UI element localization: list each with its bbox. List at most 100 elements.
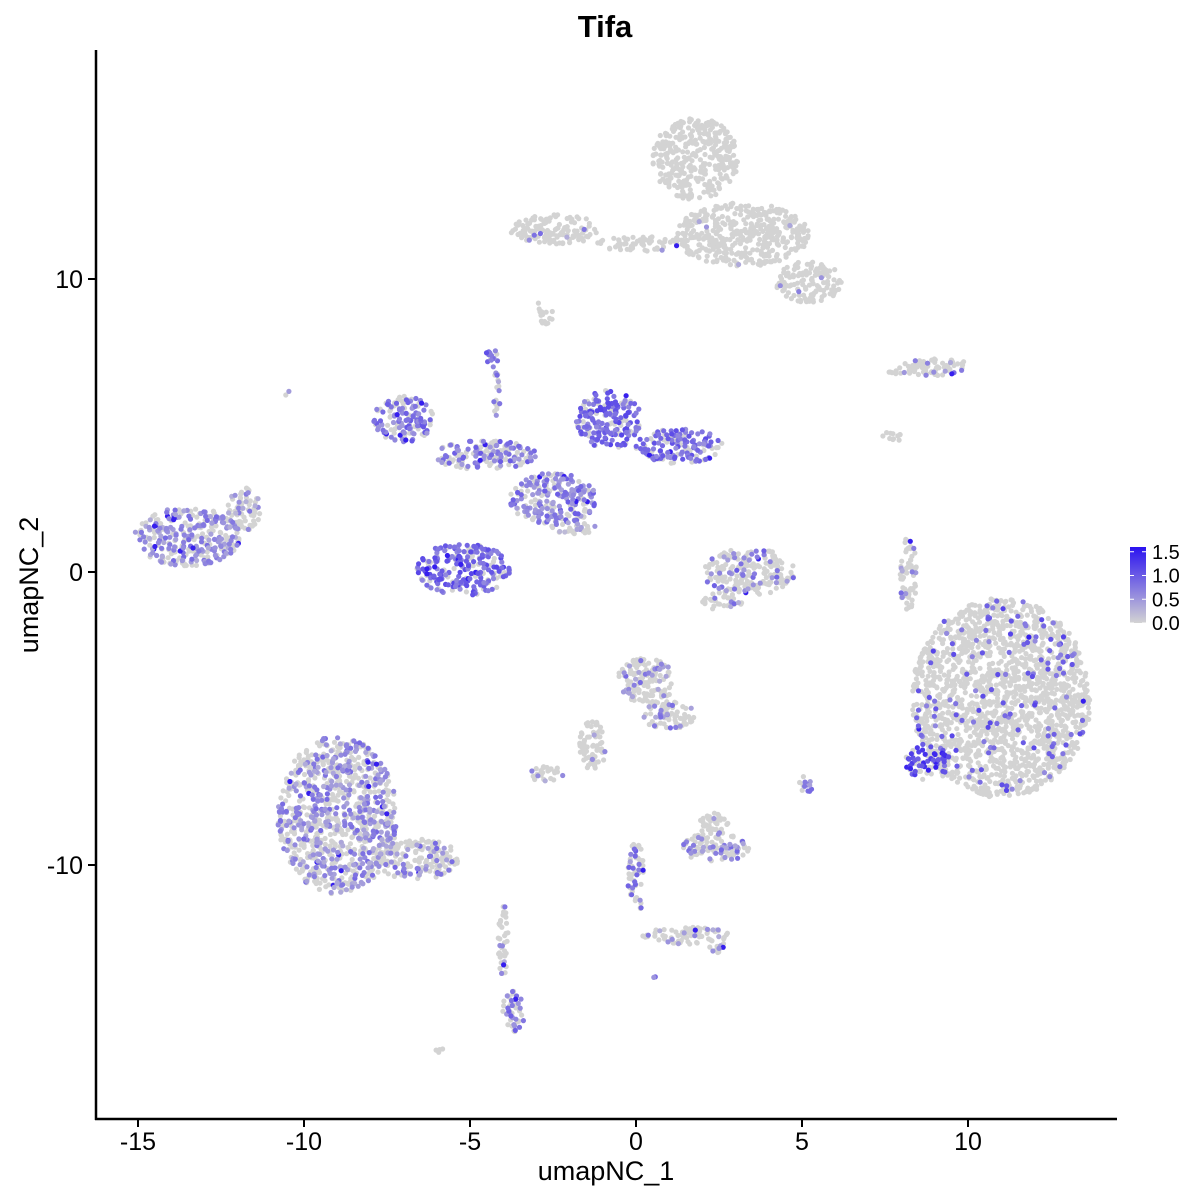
cell-point	[698, 817, 704, 824]
cell-point	[984, 791, 991, 798]
cell-point	[666, 140, 672, 146]
cell-point	[992, 757, 999, 764]
cell-point	[650, 160, 656, 166]
cell-point	[697, 242, 703, 248]
cell-point	[890, 436, 897, 442]
cell-point	[988, 596, 994, 602]
cell-point	[661, 721, 667, 727]
cell-point	[636, 687, 642, 693]
cell-point	[776, 232, 782, 238]
cell-point	[725, 215, 731, 221]
cell-point	[1025, 746, 1031, 752]
cell-point	[1053, 681, 1059, 687]
cell-point	[978, 730, 984, 736]
cell-point	[980, 679, 986, 685]
cell-point-expressed	[1048, 636, 1054, 642]
cell-point	[1028, 741, 1034, 747]
cell-point	[152, 512, 158, 518]
cell-point	[284, 831, 290, 837]
cell-point	[349, 834, 355, 841]
cell-point	[948, 720, 954, 726]
cell-point	[301, 804, 307, 811]
cell-point	[331, 795, 337, 801]
cell-point	[948, 634, 954, 640]
cell-point-expressed	[1045, 666, 1051, 672]
cell-point	[1072, 713, 1078, 719]
cell-point	[755, 562, 761, 569]
cell-point	[385, 422, 391, 428]
cell-point-expressed	[926, 694, 932, 701]
cell-point	[782, 244, 788, 251]
cell-point	[706, 248, 712, 254]
cell-point	[677, 715, 684, 722]
cell-point-expressed	[1063, 694, 1070, 700]
cell-point	[650, 152, 657, 158]
cell-point	[964, 742, 970, 748]
cell-point	[775, 216, 782, 222]
cell-point	[783, 209, 789, 215]
cell-point	[1012, 701, 1018, 707]
cell-point	[386, 798, 392, 805]
cell-point	[413, 848, 419, 854]
cell-point	[463, 589, 469, 595]
cell-point	[727, 178, 733, 184]
cell-point	[327, 831, 333, 838]
cell-point	[728, 224, 734, 230]
cell-point	[980, 791, 986, 797]
cell-point	[656, 937, 662, 943]
cell-point	[375, 869, 381, 875]
cell-point	[993, 771, 1000, 777]
cell-point-expressed	[969, 767, 975, 773]
cell-point	[503, 456, 509, 463]
cell-point	[725, 135, 732, 141]
cell-point	[758, 217, 764, 223]
cell-point	[1060, 711, 1066, 717]
cell-point	[953, 616, 959, 622]
cell-point	[1019, 655, 1025, 661]
cell-point	[1036, 679, 1042, 685]
cell-point	[503, 910, 509, 916]
cell-point	[689, 152, 695, 158]
cell-point	[665, 177, 671, 183]
cell-point	[1018, 692, 1024, 698]
cell-point-expressed	[1045, 725, 1051, 732]
cell-point	[755, 261, 761, 267]
cell-point	[795, 273, 801, 279]
cell-point	[925, 673, 931, 679]
cell-point	[746, 203, 752, 209]
cell-point	[951, 756, 958, 762]
cell-point	[963, 617, 969, 623]
cell-point-expressed	[1007, 631, 1014, 637]
cell-point	[640, 933, 646, 939]
cell-point	[630, 234, 636, 240]
cell-point	[706, 161, 713, 167]
cell-point	[954, 770, 960, 776]
cell-point	[716, 181, 722, 187]
cell-point	[991, 711, 997, 717]
cell-point	[237, 495, 243, 501]
cell-point	[699, 176, 706, 182]
cell-point	[581, 757, 587, 763]
cell-point	[960, 666, 966, 672]
cell-point	[880, 433, 886, 439]
cell-point	[193, 562, 199, 569]
cell-point	[687, 116, 693, 122]
cell-point	[981, 641, 987, 647]
cell-point	[730, 219, 737, 225]
cell-point	[531, 217, 538, 223]
cell-point	[728, 204, 734, 210]
cell-point	[1000, 650, 1006, 656]
cell-point	[984, 607, 990, 614]
cell-point	[693, 175, 699, 181]
cell-point	[799, 243, 805, 249]
cell-point	[719, 563, 725, 570]
cell-point-expressed	[976, 707, 982, 713]
cell-point-expressed	[986, 750, 992, 756]
cell-point	[961, 712, 967, 719]
cell-point	[680, 190, 686, 196]
cell-point	[1011, 649, 1018, 655]
cell-point	[497, 922, 503, 928]
cell-point	[910, 688, 916, 694]
cell-point	[583, 216, 589, 222]
cell-point	[712, 451, 718, 458]
